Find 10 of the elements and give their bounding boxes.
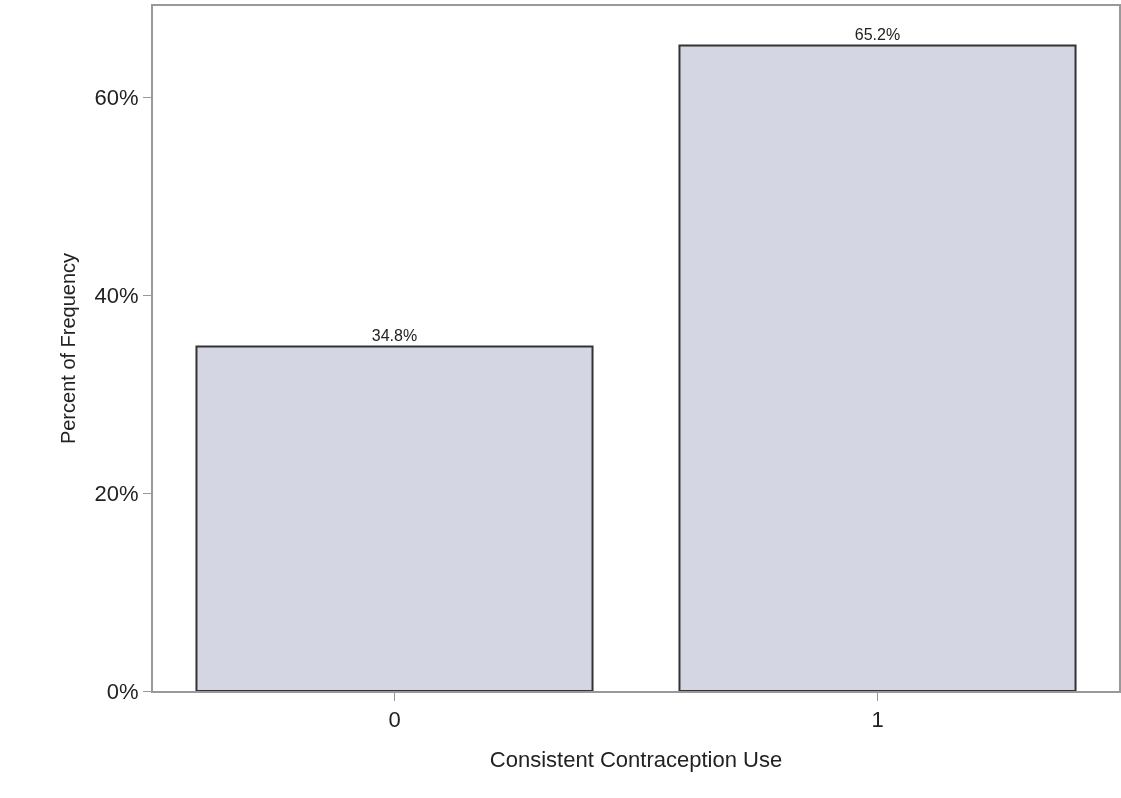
x-axis-title: Consistent Contraception Use: [489, 746, 783, 772]
data-label: 34.8%: [371, 326, 418, 344]
data-label: 65.2%: [854, 25, 901, 43]
y-tick-label: 60%: [94, 84, 139, 110]
x-tick-label: 1: [871, 707, 884, 733]
y-tick-label: 0%: [106, 678, 139, 704]
y-tick-label: 40%: [94, 282, 139, 308]
y-tick-label: 20%: [94, 480, 139, 506]
y-axis-title: Percent of Frequency: [56, 252, 79, 445]
x-tick-label: 0: [388, 707, 401, 733]
